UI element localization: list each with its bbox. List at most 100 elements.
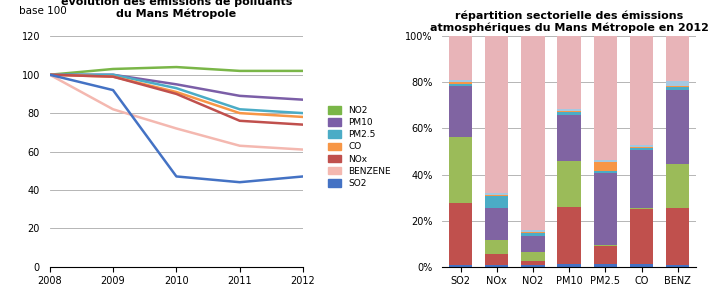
PM2.5 (236, 108, 244, 111)
Line: NOx: NOx (50, 75, 303, 125)
NO2 (236, 69, 244, 73)
Bar (521, 232, 545, 233)
PM2.5 (172, 86, 180, 90)
Legend: Transports routiers, Transport non routiers, Traitement des déchets, Tertiaire, : Transports routiers, Transport non routi… (708, 92, 710, 211)
Bar (557, 36, 581, 109)
Bar (449, 80, 472, 82)
Bar (485, 265, 508, 267)
PM2.5 (299, 111, 307, 115)
CO (172, 90, 180, 94)
CO (45, 73, 54, 77)
Bar (594, 36, 617, 160)
Bar (630, 147, 653, 148)
BENZENE (299, 148, 307, 152)
Bar (485, 195, 508, 196)
Bar (521, 252, 545, 261)
CO (109, 75, 117, 78)
PM10 (109, 73, 117, 77)
Bar (594, 171, 617, 173)
NO2 (109, 67, 117, 71)
Bar (449, 203, 472, 265)
Bar (557, 207, 581, 264)
PM10 (45, 73, 54, 77)
Line: SO2: SO2 (50, 75, 303, 182)
Bar (594, 245, 617, 246)
CO (236, 111, 244, 115)
Bar (666, 86, 689, 87)
Bar (485, 36, 508, 193)
NOx (299, 123, 307, 126)
Bar (449, 86, 472, 137)
Bar (521, 265, 545, 267)
Bar (557, 112, 581, 115)
SO2 (172, 175, 180, 178)
Bar (485, 254, 508, 265)
Legend: NO2, PM10, PM2.5, CO, NOx, BENZENE, SO2: NO2, PM10, PM2.5, CO, NOx, BENZENE, SO2 (324, 102, 395, 191)
Title: évolution des émissions de polluants
du Mans Métropole: évolution des émissions de polluants du … (60, 0, 292, 19)
Bar (630, 208, 653, 209)
Bar (449, 137, 472, 203)
Bar (666, 87, 689, 90)
Bar (666, 164, 689, 208)
Bar (485, 240, 508, 254)
NOx (45, 73, 54, 77)
NOx (109, 75, 117, 78)
Bar (521, 230, 545, 232)
SO2 (109, 88, 117, 92)
SO2 (45, 73, 54, 77)
Bar (630, 36, 653, 145)
Bar (594, 264, 617, 267)
Bar (521, 36, 545, 230)
NOx (236, 119, 244, 123)
BENZENE (172, 127, 180, 130)
Bar (557, 109, 581, 111)
Bar (594, 173, 617, 245)
Bar (630, 209, 653, 264)
CO (299, 115, 307, 119)
SO2 (299, 175, 307, 178)
PM2.5 (109, 73, 117, 77)
PM2.5 (45, 73, 54, 77)
Bar (630, 264, 653, 267)
NO2 (45, 73, 54, 77)
Bar (449, 82, 472, 84)
Bar (485, 196, 508, 208)
Bar (666, 208, 689, 265)
Bar (666, 90, 689, 164)
BENZENE (45, 73, 54, 77)
Title: répartition sectorielle des émissions
atmosphériques du Mans Métropole en 2012: répartition sectorielle des émissions at… (430, 10, 709, 33)
BENZENE (109, 108, 117, 111)
Bar (630, 148, 653, 150)
Bar (594, 160, 617, 162)
Line: PM2.5: PM2.5 (50, 75, 303, 113)
Line: BENZENE: BENZENE (50, 75, 303, 150)
Bar (557, 115, 581, 161)
Bar (557, 161, 581, 207)
Bar (521, 261, 545, 265)
Bar (666, 265, 689, 267)
Bar (594, 162, 617, 171)
BENZENE (236, 144, 244, 148)
Bar (666, 36, 689, 82)
Bar (485, 193, 508, 195)
NOx (172, 92, 180, 96)
PM10 (236, 94, 244, 98)
NO2 (299, 69, 307, 73)
Bar (630, 145, 653, 147)
Line: NO2: NO2 (50, 67, 303, 75)
Line: CO: CO (50, 75, 303, 117)
Bar (630, 150, 653, 208)
Bar (449, 36, 472, 80)
Bar (594, 246, 617, 264)
PM10 (172, 82, 180, 86)
NO2 (172, 65, 180, 69)
Text: base 100: base 100 (19, 6, 67, 16)
Bar (557, 111, 581, 112)
Bar (449, 265, 472, 267)
Bar (521, 235, 545, 252)
Line: PM10: PM10 (50, 75, 303, 100)
PM10 (299, 98, 307, 102)
Bar (485, 208, 508, 240)
Bar (557, 264, 581, 267)
Bar (521, 233, 545, 235)
